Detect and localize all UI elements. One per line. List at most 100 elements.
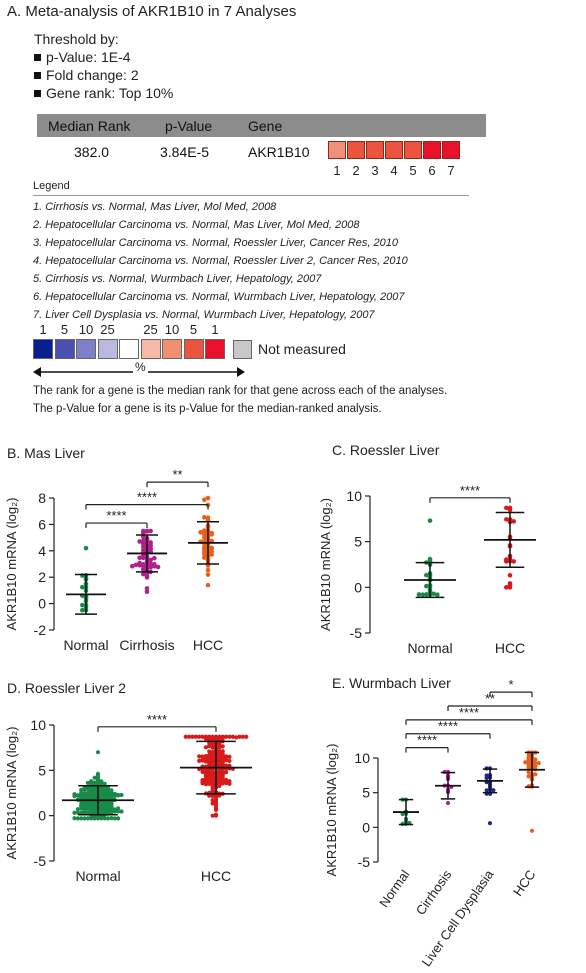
data-point	[217, 775, 222, 780]
data-point	[220, 760, 225, 765]
significance-label: ****	[137, 490, 157, 505]
data-point	[526, 762, 531, 767]
data-point	[203, 776, 209, 782]
threshold-item: Fold change: 2	[34, 66, 173, 84]
data-point	[220, 772, 225, 777]
rank-cell-label: 4	[390, 163, 398, 178]
data-point	[141, 528, 146, 534]
data-point	[82, 816, 87, 821]
rank-cell[interactable]	[366, 141, 384, 159]
legend-heading: Legend	[33, 180, 70, 192]
data-point	[203, 782, 209, 787]
data-point	[217, 736, 222, 741]
data-point	[202, 535, 207, 540]
data-point	[183, 734, 188, 739]
data-point	[427, 518, 433, 523]
x-tick-label: Cirrhosis	[413, 867, 455, 918]
data-point	[89, 805, 94, 810]
data-point	[109, 805, 114, 810]
data-point	[129, 563, 135, 569]
median-rank-value: 382.0	[74, 144, 110, 160]
note-text: The rank for a gene is the median rank f…	[33, 385, 448, 397]
data-point	[193, 734, 198, 739]
data-point	[210, 801, 215, 806]
y-tick-label: 10	[30, 717, 46, 733]
y-tick-label: 5	[354, 534, 362, 550]
rank-cell[interactable]	[442, 141, 460, 159]
data-point	[237, 734, 242, 739]
data-point	[203, 772, 209, 777]
scale-swatch	[33, 339, 53, 359]
data-point	[137, 539, 142, 544]
data-point	[105, 816, 111, 821]
data-point	[83, 545, 89, 551]
data-point	[504, 585, 509, 590]
data-point	[227, 758, 232, 764]
scale-label: 1	[39, 322, 47, 337]
data-point	[133, 562, 139, 568]
y-tick-label: 0	[362, 819, 370, 835]
rank-cell[interactable]	[423, 141, 441, 159]
data-point	[109, 810, 114, 815]
data-point	[209, 530, 214, 536]
data-point	[227, 781, 232, 786]
data-point	[217, 783, 222, 789]
data-point	[99, 815, 104, 820]
x-tick-label: HCC	[495, 640, 525, 656]
panel-title-e: E. Wurmbach Liver	[332, 675, 451, 691]
data-point	[484, 788, 489, 793]
rank-cell[interactable]	[404, 141, 422, 159]
data-point	[119, 792, 124, 798]
analysis-item: 3. Hepatocellular Carcinoma vs. Normal, …	[33, 237, 398, 249]
data-point	[213, 812, 219, 817]
scale-swatch	[97, 339, 118, 359]
rank-cell[interactable]	[347, 141, 365, 159]
data-point	[217, 745, 222, 750]
rank-cell-label: 5	[409, 163, 417, 178]
figure-title: A. Meta-analysis of AKR1B10 in 7 Analyse…	[7, 3, 297, 20]
data-point	[148, 546, 153, 552]
data-point	[210, 788, 215, 793]
data-point	[213, 797, 219, 802]
gene-value[interactable]: AKR1B10	[248, 144, 310, 160]
data-point	[112, 816, 117, 821]
data-point	[220, 749, 225, 754]
data-point	[511, 559, 516, 564]
data-point	[89, 791, 94, 797]
data-point	[200, 781, 205, 786]
data-point	[144, 529, 150, 534]
analysis-item: 6. Hepatocellular Carcinoma vs. Normal, …	[33, 291, 405, 303]
scale-label: 5	[189, 322, 198, 337]
threshold-item: p-Value: 1E-4	[34, 48, 173, 66]
data-point	[202, 544, 207, 550]
rank-cell-label: 7	[447, 163, 455, 178]
data-point	[197, 734, 202, 739]
data-point	[198, 529, 203, 535]
y-tick-label: 0	[354, 579, 362, 595]
analysis-item: 7. Liver Cell Dysplasia vs. Normal, Wurm…	[33, 309, 375, 321]
rank-cell[interactable]	[385, 141, 403, 159]
analysis-item: 5. Cirrhosis vs. Normal, Wurmbach Liver,…	[33, 273, 322, 285]
data-point	[95, 773, 101, 778]
data-point	[209, 545, 214, 551]
data-point	[82, 791, 87, 796]
data-point	[75, 793, 80, 798]
scale-swatch	[76, 339, 96, 359]
data-point	[207, 736, 212, 741]
not-measured-swatch	[233, 340, 252, 359]
data-point	[116, 816, 121, 821]
y-tick-label: 10	[354, 750, 370, 766]
data-point	[420, 592, 425, 597]
data-point	[213, 801, 219, 806]
data-point	[72, 816, 77, 821]
y-tick-label: 0	[38, 808, 46, 824]
data-point	[144, 573, 150, 579]
rank-cell[interactable]	[328, 141, 346, 159]
data-point	[89, 815, 94, 820]
data-point	[220, 777, 225, 782]
y-tick-label: 6	[38, 516, 46, 532]
data-point	[72, 810, 77, 815]
rank-cell-label: 1	[333, 163, 341, 178]
data-point	[227, 734, 232, 739]
data-point	[227, 754, 232, 759]
